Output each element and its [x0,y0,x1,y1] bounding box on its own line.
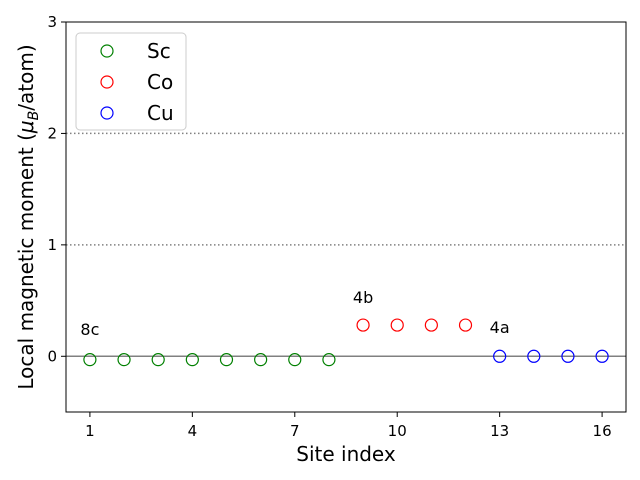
x-tick-label: 7 [290,422,300,440]
y-axis-label-prefix: Local magnetic moment ( [14,133,38,390]
data-point-co [390,318,404,332]
legend-marker-co [100,75,114,89]
site-annotation: 4b [353,288,373,307]
data-point-cu [595,349,609,363]
x-tick-label: 4 [188,422,198,440]
data-point-sc [254,353,268,367]
data-point-sc [151,353,165,367]
x-axis-label: Site index [296,442,396,466]
legend-label-cu: Cu [147,101,174,125]
y-axis-label: Local magnetic moment (μB/atom) [14,44,42,389]
y-axis-label-suffix: /atom) [14,44,38,110]
y-axis-label-mu: μ [14,120,38,134]
y-tick-label: 2 [47,124,57,142]
data-point-cu [527,349,541,363]
y-tick-label: 0 [47,347,57,365]
x-tick-label: 1 [85,422,95,440]
site-annotation: 4a [490,318,510,337]
x-tick-label: 13 [490,422,509,440]
x-tick-label: 10 [388,422,407,440]
legend-marker-cu [100,106,114,120]
y-tick-label: 1 [47,236,57,254]
data-point-sc [185,353,199,367]
legend-marker-sc [100,44,114,58]
data-point-co [356,318,370,332]
axes-frame [65,21,627,413]
y-axis-label-sub: B [26,111,42,121]
data-point-co [458,318,473,332]
legend: Sc Co Cu [75,32,187,131]
data-point-cu [561,349,575,363]
site-annotation: 8c [80,320,99,339]
y-tick-label: 3 [47,13,57,31]
plot-area: 8c 4b 4a 1 4 7 10 13 16 0 1 2 3 Sc Co Cu [47,13,627,440]
data-point-sc [83,353,97,367]
data-point-sc [322,353,336,367]
data-point-sc [288,353,302,367]
legend-label-co: Co [147,70,173,94]
data-point-co [424,318,438,332]
legend-box [75,32,187,131]
x-tick-label: 16 [593,422,612,440]
data-point-sc [219,353,234,367]
legend-label-sc: Sc [147,39,171,63]
data-point-sc [117,353,131,367]
data-point-cu [493,349,507,363]
